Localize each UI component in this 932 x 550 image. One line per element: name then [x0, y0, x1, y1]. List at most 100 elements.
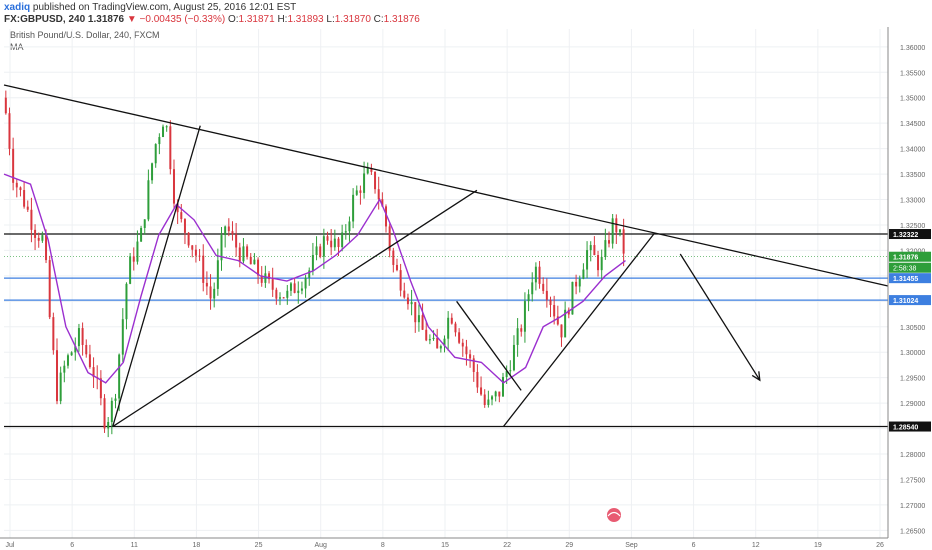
- candle-body: [366, 168, 369, 174]
- candle-body: [421, 315, 424, 330]
- candle-body: [52, 317, 55, 351]
- high-label: H:: [277, 14, 288, 25]
- candle-body: [465, 346, 468, 355]
- candle-body: [249, 256, 252, 265]
- candle-body: [622, 229, 625, 254]
- x-tick-label: Jul: [6, 542, 15, 549]
- candle-body: [472, 358, 475, 372]
- x-tick-label: 12: [752, 542, 760, 549]
- x-tick-label: 18: [193, 542, 201, 549]
- candle-body: [12, 148, 15, 183]
- candle-body: [458, 332, 461, 343]
- candle-body: [374, 171, 377, 190]
- candle-body: [136, 241, 139, 262]
- candle-body: [560, 324, 563, 338]
- candle-body: [564, 309, 567, 338]
- close-value: 1.31876: [383, 14, 420, 25]
- price-chart[interactable]: 1.36000 1.35500 1.35000 1.34500 1.34000 1.335…: [0, 27, 932, 550]
- candle-body: [311, 255, 314, 271]
- candle-body: [77, 328, 80, 347]
- candle-body: [388, 226, 391, 251]
- price-label: 1.28540: [893, 425, 918, 432]
- x-tick-label: 11: [131, 542, 138, 549]
- candle-body: [198, 255, 201, 257]
- candle-body: [531, 282, 534, 295]
- candle-body: [8, 113, 11, 149]
- candle-body: [103, 398, 106, 429]
- candle-body: [469, 354, 472, 359]
- candle-body: [483, 394, 486, 405]
- instrument-name: British Pound/U.S. Dollar, 240, FXCM: [10, 30, 160, 40]
- price-label: 1.31024: [893, 298, 918, 305]
- countdown-label: 2:58:38: [893, 266, 916, 273]
- candle-body: [118, 354, 121, 399]
- x-tick-label: 6: [70, 542, 74, 549]
- candle-body: [286, 290, 289, 298]
- candle-body: [352, 194, 355, 222]
- candle-body: [235, 234, 238, 248]
- candle-body: [180, 212, 183, 220]
- y-tick-label: 1.33500: [900, 172, 925, 179]
- candle-body: [37, 237, 40, 241]
- arrow-head-icon: [751, 371, 761, 382]
- candle-body: [425, 329, 428, 341]
- candle-body: [567, 309, 570, 315]
- candle-body: [480, 387, 483, 395]
- y-tick-label: 1.30000: [900, 350, 925, 357]
- candle-body: [618, 229, 621, 233]
- candle-body: [549, 299, 552, 306]
- candle-body: [293, 283, 296, 293]
- candle-body: [370, 168, 373, 172]
- candle-body: [183, 219, 186, 233]
- candle-body: [399, 270, 402, 291]
- price-label: 1.31455: [893, 276, 918, 283]
- candle-body: [512, 344, 515, 371]
- candle-body: [48, 260, 51, 318]
- candle-body: [213, 288, 216, 299]
- candle-body: [257, 259, 260, 276]
- low-value: 1.31870: [334, 14, 371, 25]
- candle-body: [26, 206, 29, 210]
- candle-body: [381, 199, 384, 207]
- candle-body: [319, 246, 322, 257]
- candle-body: [304, 277, 307, 289]
- candle-body: [417, 315, 420, 323]
- candle-body: [260, 275, 263, 283]
- candle-body: [385, 206, 388, 227]
- last-price: 1.31876: [87, 14, 125, 25]
- candle-body: [227, 226, 230, 232]
- countdown-box: [889, 262, 931, 273]
- chart-header: xadiq published on TradingView.com, Augu…: [0, 0, 932, 27]
- candle-body: [275, 289, 278, 299]
- candle-body: [487, 399, 490, 405]
- candle-body: [589, 245, 592, 251]
- candle-body: [282, 297, 285, 299]
- candle-body: [571, 281, 574, 315]
- y-tick-label: 1.33000: [900, 198, 925, 205]
- author-name[interactable]: xadiq: [4, 2, 31, 13]
- candle-body: [527, 294, 530, 302]
- candle-body: [575, 281, 578, 287]
- candle-body: [92, 367, 95, 378]
- candle-body: [505, 371, 508, 377]
- trendline: [112, 125, 201, 427]
- candle-body: [355, 190, 358, 195]
- x-tick-label: 29: [565, 542, 573, 549]
- candle-body: [15, 182, 18, 188]
- candle-body: [289, 283, 292, 291]
- candle-body: [326, 236, 329, 241]
- candle-body: [209, 286, 212, 299]
- candle-body: [4, 97, 7, 114]
- y-tick-label: 1.30500: [900, 325, 925, 332]
- trendline: [3, 84, 889, 287]
- candle-body: [439, 346, 442, 349]
- logo-mark: [607, 511, 621, 517]
- candle-body: [238, 247, 241, 262]
- candle-body: [165, 126, 168, 128]
- candle-body: [403, 290, 406, 298]
- candle-body: [172, 169, 175, 204]
- candle-body: [443, 338, 446, 347]
- x-tick-label: Sep: [625, 542, 638, 549]
- candle-body: [315, 246, 318, 256]
